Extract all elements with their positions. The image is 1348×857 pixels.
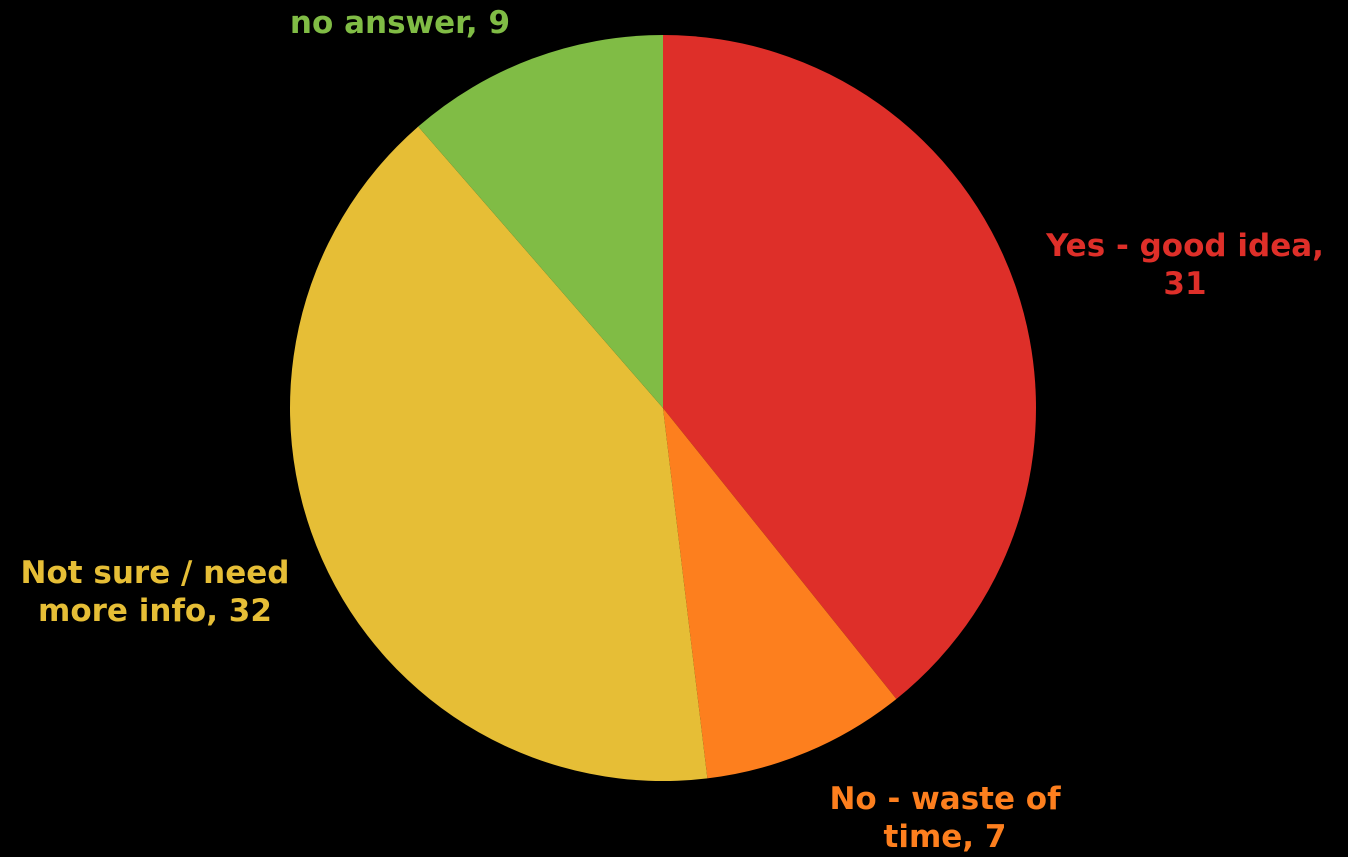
slice-label-no-waste-line-1: No - waste of <box>829 781 1061 817</box>
slice-label-no-waste: No - waste of time, 7 <box>800 780 1090 856</box>
slice-label-no-answer: no answer, 9 <box>270 4 530 42</box>
pie-slice-not-sure <box>290 126 708 782</box>
slice-label-yes: Yes - good idea, 31 <box>1020 227 1348 303</box>
slice-label-not-sure-line-1: Not sure / need <box>20 555 290 591</box>
pie-slice-yes <box>663 35 1036 699</box>
slice-label-not-sure: Not sure / need more info, 32 <box>0 554 310 630</box>
slice-label-yes-line-1: Yes - good idea, <box>1046 228 1324 264</box>
slice-label-yes-line-2: 31 <box>1163 266 1207 302</box>
pie-slices <box>290 35 1036 782</box>
slice-label-no-answer-line-1: no answer, 9 <box>289 5 511 41</box>
slice-label-no-waste-line-2: time, 7 <box>883 819 1007 855</box>
pie-slice-no-waste <box>663 408 897 779</box>
pie-slice-no-answer <box>418 35 663 408</box>
slice-label-not-sure-line-2: more info, 32 <box>38 593 272 629</box>
